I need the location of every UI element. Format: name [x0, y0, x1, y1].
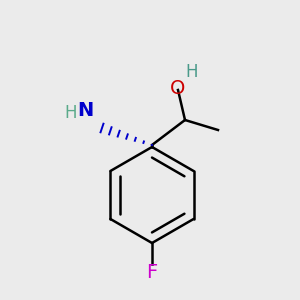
- Text: O: O: [170, 79, 186, 98]
- Text: H: H: [186, 63, 198, 81]
- Text: N: N: [77, 100, 93, 119]
- Text: F: F: [146, 262, 158, 281]
- Text: H: H: [65, 104, 77, 122]
